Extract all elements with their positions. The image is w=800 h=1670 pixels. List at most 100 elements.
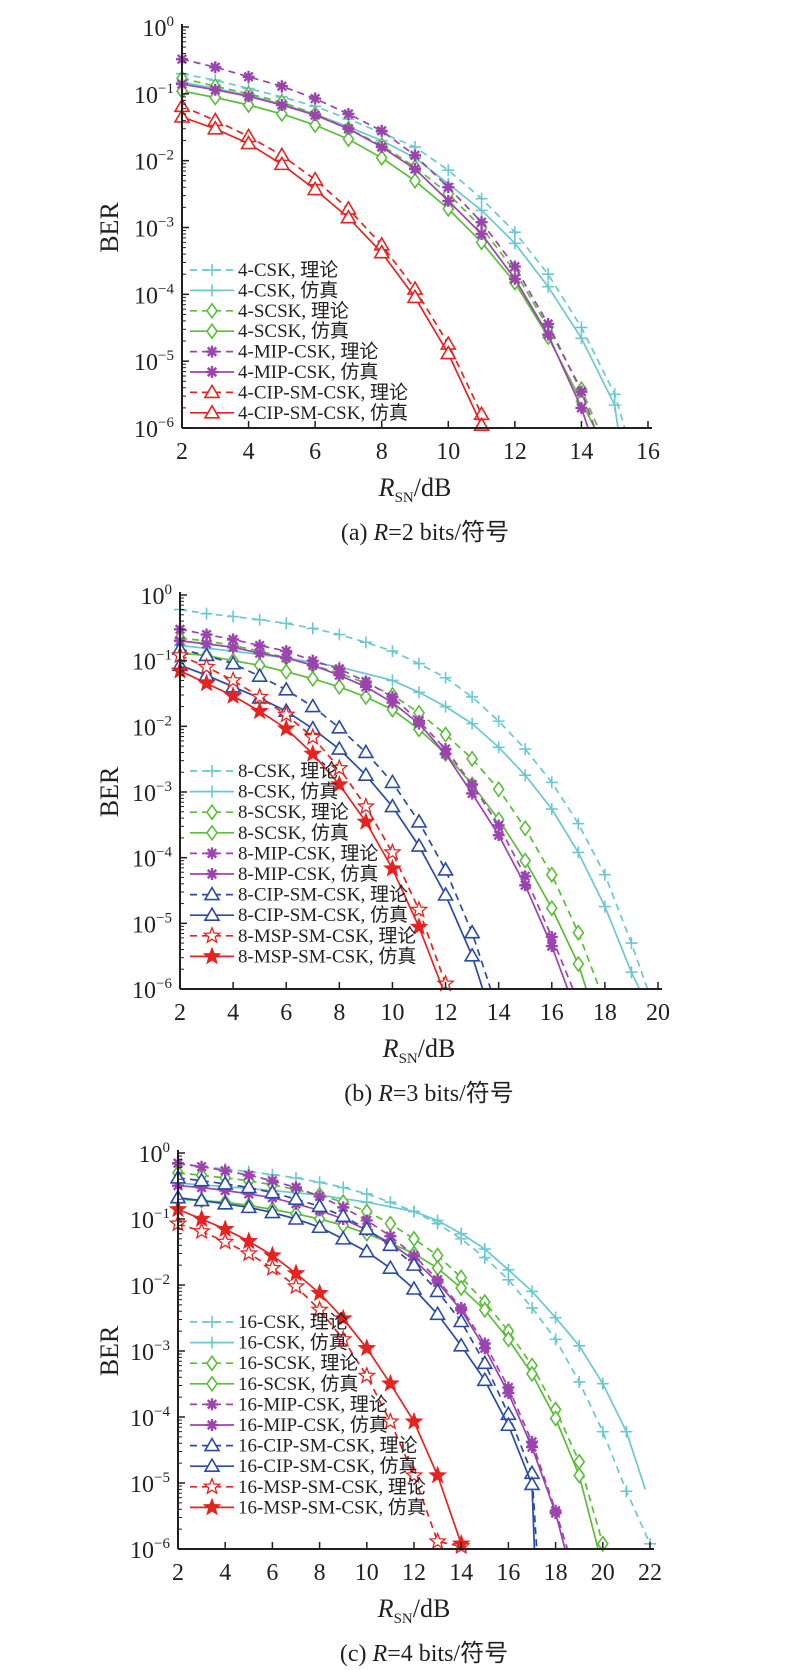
- data-point: [475, 216, 488, 229]
- data-point: [275, 105, 288, 123]
- data-point: [542, 280, 555, 293]
- x-label-subscript: SN: [394, 1611, 413, 1627]
- data-point: [215, 1219, 235, 1238]
- data-point: [253, 647, 266, 660]
- data-point: [549, 1507, 562, 1520]
- y-tick-label: 10−3: [130, 1338, 170, 1366]
- data-point: [209, 89, 222, 106]
- data-point: [280, 651, 293, 664]
- data-point: [276, 704, 296, 723]
- legend-marker: [206, 847, 218, 860]
- data-point: [216, 1195, 234, 1210]
- legend-item: 4-SCSK, 理论: [190, 300, 349, 322]
- x-tick-label: 8: [333, 1000, 345, 1026]
- data-point: [280, 663, 293, 681]
- legend-label: 8-CSK, 仿真: [238, 781, 338, 803]
- data-point: [598, 868, 611, 881]
- data-point: [382, 1259, 399, 1274]
- x-tick-label: 18: [544, 1560, 568, 1586]
- data-point: [572, 955, 585, 973]
- x-axis-label: RSN/dB: [382, 1034, 456, 1067]
- data-point: [197, 657, 216, 675]
- data-point: [253, 613, 266, 626]
- legend-marker: [206, 868, 218, 880]
- data-point: [384, 1215, 397, 1233]
- data-point: [573, 1375, 586, 1388]
- data-point: [596, 1425, 609, 1438]
- data-point: [542, 268, 555, 281]
- y-tick-base: 10: [130, 1340, 154, 1366]
- data-point: [384, 773, 401, 789]
- data-point: [439, 726, 452, 743]
- data-point: [431, 1214, 444, 1227]
- data-point: [240, 1178, 258, 1194]
- series-asterisk-solid: [174, 634, 569, 990]
- data-point: [545, 899, 558, 917]
- y-tick-exponent: −4: [158, 281, 174, 297]
- data-point: [253, 639, 266, 652]
- y-axis-label: BER: [95, 1325, 124, 1376]
- data-point: [620, 1425, 633, 1438]
- y-tick-base: 10: [130, 1208, 154, 1234]
- data-point: [264, 1204, 281, 1219]
- data-point: [280, 645, 293, 658]
- caption-text: =4 bits/符号: [387, 1640, 508, 1667]
- data-point: [452, 1337, 470, 1352]
- legend-item: 4-CIP-SM-CSK, 仿真: [190, 402, 408, 424]
- data-point: [287, 1190, 305, 1205]
- data-point: [209, 83, 222, 96]
- data-point: [519, 819, 532, 837]
- data-point: [375, 149, 388, 167]
- legend-label: 8-SCSK, 理论: [238, 801, 349, 823]
- data-point: [478, 1342, 491, 1355]
- legend-label: 16-CSK, 理论: [238, 1311, 348, 1333]
- y-tick-exponent: −1: [158, 81, 174, 97]
- legend-label: 16-SCSK, 仿真: [238, 1373, 358, 1395]
- data-point: [219, 1164, 232, 1177]
- y-tick-base: 10: [139, 1142, 163, 1168]
- data-point: [242, 1187, 255, 1200]
- legend-marker: [206, 284, 218, 297]
- data-point: [239, 1231, 259, 1250]
- data-point: [358, 1220, 376, 1236]
- chart-caption: (b) R=3 bits/符号: [344, 1080, 514, 1107]
- series-star-solid: [170, 661, 444, 990]
- legend-marker: [206, 302, 218, 320]
- x-tick-label: 14: [449, 1560, 473, 1586]
- data-point: [381, 1373, 400, 1392]
- data-point: [620, 1485, 633, 1498]
- y-tick-exponent: −4: [154, 1404, 170, 1420]
- data-point: [382, 1236, 399, 1252]
- y-tick-label: 10−4: [130, 1404, 170, 1432]
- data-point: [526, 1301, 538, 1314]
- data-point: [334, 1230, 352, 1245]
- legend-marker: [202, 925, 222, 944]
- data-point: [290, 1181, 302, 1194]
- x-tick-label: 2: [172, 1560, 184, 1586]
- data-point: [306, 622, 319, 635]
- y-tick-exponent: −3: [158, 215, 174, 231]
- data-point: [442, 164, 455, 177]
- data-point: [410, 813, 428, 828]
- data-point: [375, 124, 388, 137]
- data-point: [519, 769, 532, 782]
- data-point: [250, 687, 270, 705]
- data-point: [357, 1366, 377, 1384]
- data-point: [519, 879, 532, 892]
- series-line: [181, 116, 483, 426]
- data-point: [405, 1280, 423, 1295]
- data-point: [431, 1276, 444, 1289]
- data-point: [333, 1308, 353, 1327]
- legend-label: 16-MIP-CSK, 理论: [238, 1393, 388, 1415]
- data-point: [409, 163, 421, 176]
- legend-item: 16-CSK, 仿真: [190, 1332, 348, 1354]
- data-point: [224, 655, 242, 670]
- data-point: [575, 321, 588, 334]
- data-point: [306, 659, 319, 672]
- legend-item: 4-SCSK, 仿真: [190, 320, 349, 342]
- x-tick-label: 4: [243, 439, 255, 465]
- legend-marker: [203, 404, 221, 419]
- data-point: [519, 852, 532, 870]
- data-point: [542, 328, 555, 341]
